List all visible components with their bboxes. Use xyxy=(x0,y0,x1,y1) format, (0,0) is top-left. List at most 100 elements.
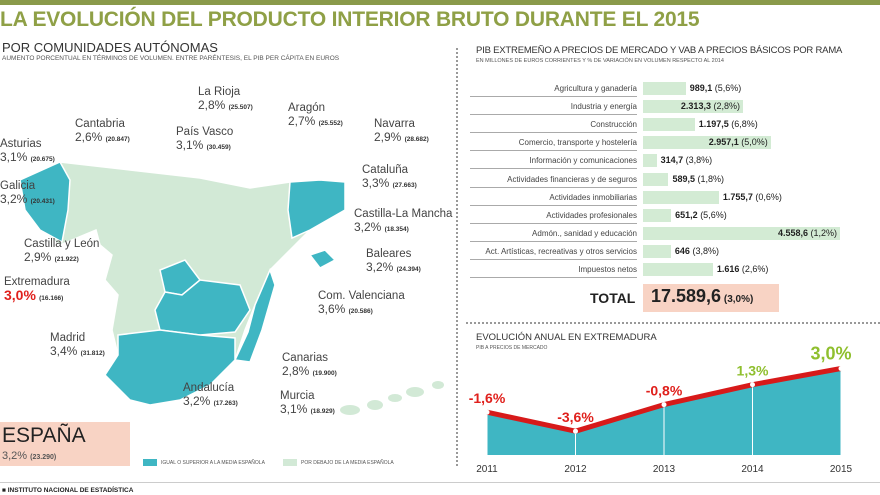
bar-value: 989,1 (5,6%) xyxy=(689,83,742,93)
bar-value: 314,7 (3,8%) xyxy=(660,155,713,166)
label-madrid: Madrid 3,4% (31.812) xyxy=(50,332,105,358)
bar-label: Impuestos netos xyxy=(470,261,637,278)
bar-value: 2.957,1 (5,0%) xyxy=(708,137,768,148)
bar-label: Actividades financieras y de seguros xyxy=(470,171,637,188)
bar xyxy=(643,263,713,276)
bar-row: Actividades inmobiliarias 1.755,7 (0,6%) xyxy=(470,189,875,206)
divider xyxy=(456,48,458,466)
bar-row: Comercio, transporte y hostelería 2.957,… xyxy=(470,134,875,152)
bar-value: 646 (3,8%) xyxy=(674,245,719,256)
divider xyxy=(0,482,880,483)
bar xyxy=(643,208,672,222)
data-point xyxy=(838,366,844,371)
data-label: 1,3% xyxy=(737,363,769,379)
bar xyxy=(643,226,840,240)
x-tick-label: 2014 xyxy=(741,464,764,475)
bar-value: 1.616 (2,6%) xyxy=(716,264,769,274)
bar-label: Información y comunicaciones xyxy=(470,152,637,170)
divider xyxy=(466,322,880,324)
bar-row: Información y comunicaciones 314,7 (3,8%… xyxy=(470,152,875,170)
bar-label: Act. Artísticas, recreativas y otros ser… xyxy=(470,243,637,260)
total-label: TOTAL xyxy=(590,290,636,306)
bar-value: 1.197,5 (6,8%) xyxy=(698,119,758,130)
line-chart: -1,6% 2011 -3,6% 2012 -0,8% 2013 1,3% 2014 3,0% 2… xyxy=(469,344,853,476)
bar-label: Comercio, transporte y hostelería xyxy=(470,134,637,152)
region-canarias xyxy=(340,381,444,415)
bar-label: Actividades inmobiliarias xyxy=(470,189,637,206)
total-value: 17.589,6 (3,0%) xyxy=(651,286,754,306)
label-la-rioja: La Rioja 2,8% (25.507) xyxy=(198,86,253,112)
bar xyxy=(643,82,686,95)
label-pais-vasco: País Vasco 3,1% (30.459) xyxy=(176,126,234,152)
data-point xyxy=(750,382,755,388)
bar-label: Actividades profesionales xyxy=(470,207,637,224)
bar-chart-subtitle: EN MILLONES DE EUROS CORRIENTES Y % DE V… xyxy=(476,58,724,64)
label-castilla-y-leon: Castilla y León 2,9% (21.922) xyxy=(24,238,100,264)
data-label: -1,6% xyxy=(469,390,506,406)
data-point xyxy=(573,428,578,434)
bar-value: 1.755,7 (0,6%) xyxy=(722,191,782,202)
region-galicia xyxy=(19,161,71,244)
region-baleares xyxy=(308,249,337,269)
bar-value: 4.558,6 (1,2%) xyxy=(777,227,837,238)
label-navarra: Navarra 2,9% (28.682) xyxy=(374,118,429,144)
label-asturias: Asturias 3,1% (20.675) xyxy=(0,138,55,164)
page-title: LA EVOLUCIÓN DEL PRODUCTO INTERIOR BRUTO… xyxy=(0,8,700,31)
total-box xyxy=(643,284,779,312)
top-bar xyxy=(0,0,880,5)
bar-row: Admón., sanidad y educación 4.558,6 (1,2… xyxy=(470,225,875,242)
region-valencia xyxy=(233,267,276,363)
label-extremadura: Extremadura 3,0% (16.166) xyxy=(4,276,70,303)
source: ■ INSTITUTO NACIONAL DE ESTADÍSTICA xyxy=(2,487,134,494)
data-point xyxy=(484,409,490,415)
bar-row: Industria y energía 2.313,3 (2,8%) xyxy=(470,98,875,116)
bar xyxy=(643,100,743,114)
bar-row: Act. Artísticas, recreativas y otros ser… xyxy=(470,243,875,260)
label-cantabria: Cantabria 2,6% (20.847) xyxy=(75,118,130,144)
bar-row: Impuestos netos 1.616 (2,6%) xyxy=(470,261,875,278)
map-subtitle: POR COMUNIDADES AUTÓNOMAS xyxy=(2,40,218,55)
label-murcia: Murcia 3,1% (18.929) xyxy=(280,390,335,416)
spain-name: ESPAÑA xyxy=(2,424,86,447)
label-aragon: Aragón 2,7% (25.552) xyxy=(288,102,343,128)
bar-value: 589,5 (1,8%) xyxy=(672,173,725,184)
bar xyxy=(643,136,771,150)
label-castilla-la-mancha: Castilla-La Mancha 3,2% (18.354) xyxy=(354,208,453,234)
x-tick-label: 2013 xyxy=(653,464,676,475)
data-label: -3,6% xyxy=(557,409,594,425)
bar-label: Construcción xyxy=(470,116,637,134)
legend-above: IGUAL O SUPERIOR A LA MEDIA ESPAÑOLA xyxy=(143,459,265,466)
map-note: AUMENTO PORCENTUAL EN TÉRMINOS DE VOLUME… xyxy=(2,55,340,62)
region-castilla-la-mancha xyxy=(154,279,251,336)
bar-row: Actividades financieras y de seguros 589… xyxy=(470,171,875,188)
bar-label: Admón., sanidad y educación xyxy=(470,225,637,242)
regions-above xyxy=(19,161,346,406)
bar-chart-title: PIB EXTREMEÑO A PRECIOS DE MERCADO Y VAB… xyxy=(476,45,843,56)
bar xyxy=(643,190,719,204)
label-andalucia: Andalucía 3,2% (17.263) xyxy=(183,382,238,408)
label-galicia: Galicia 3,2% (20.431) xyxy=(0,180,55,206)
x-tick-label: 2011 xyxy=(476,464,498,475)
label-canarias: Canarias 2,8% (19.900) xyxy=(282,352,337,378)
bar-label: Agricultura y ganadería xyxy=(470,80,637,97)
x-tick-label: 2012 xyxy=(564,464,587,475)
bar-value: 2.313,3 (2,8%) xyxy=(680,101,740,112)
data-point xyxy=(661,402,667,408)
bar xyxy=(643,154,657,168)
region-andalucia xyxy=(104,329,236,406)
line-chart-subtitle: PIB A PRECIOS DE MERCADO xyxy=(476,345,548,351)
bar-row: Agricultura y ganadería 989,1 (5,6%) xyxy=(470,80,875,97)
label-valencia: Com. Valenciana 3,6% (20.586) xyxy=(318,290,405,316)
bar-value: 651,2 (5,6%) xyxy=(675,209,727,220)
spain-value: 3,2% (23.290) xyxy=(2,450,57,462)
spain-map xyxy=(19,161,444,415)
x-tick-label: 2015 xyxy=(830,464,853,475)
bar-label: Industria y energía xyxy=(470,98,637,116)
label-baleares: Baleares 3,2% (24.394) xyxy=(366,248,421,274)
bar xyxy=(643,118,695,132)
line-chart-title: EVOLUCIÓN ANUAL EN EXTREMADURA xyxy=(476,332,657,343)
bar-row: Actividades profesionales 651,2 (5,6%) xyxy=(470,207,875,224)
bar xyxy=(643,244,671,258)
label-cataluna: Cataluña 3,3% (27.663) xyxy=(362,164,417,190)
bar-row: Construcción 1.197,5 (6,8%) xyxy=(470,116,875,134)
